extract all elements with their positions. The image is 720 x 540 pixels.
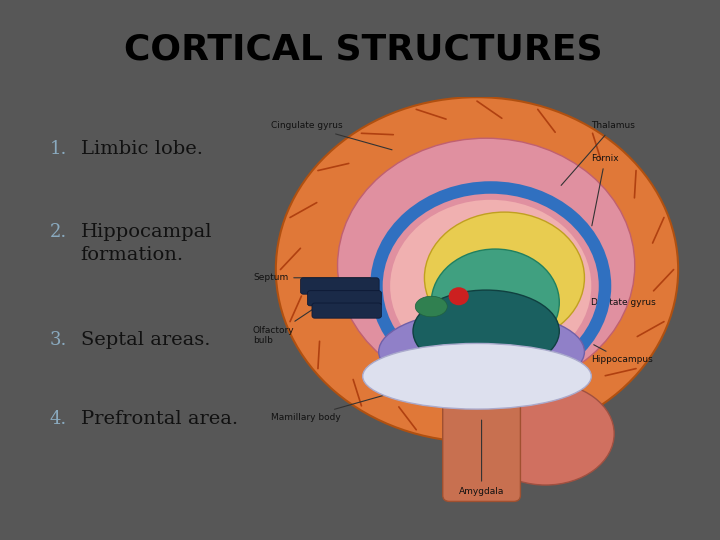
Ellipse shape	[338, 138, 635, 393]
Ellipse shape	[415, 296, 447, 317]
Text: Hippocampal
formation.: Hippocampal formation.	[81, 223, 212, 264]
Text: 2.: 2.	[50, 223, 67, 241]
Text: Thalamus: Thalamus	[561, 122, 635, 185]
Ellipse shape	[413, 290, 559, 372]
Text: Septal areas.: Septal areas.	[81, 330, 210, 349]
Text: Prefrontal area.: Prefrontal area.	[81, 410, 238, 428]
Text: 3.: 3.	[50, 330, 67, 349]
Text: Limbic lobe.: Limbic lobe.	[81, 140, 202, 158]
Text: Amygdala: Amygdala	[459, 420, 504, 496]
Text: Septum: Septum	[253, 273, 374, 282]
Text: 1.: 1.	[50, 140, 67, 158]
Text: Hippocampus: Hippocampus	[591, 345, 653, 364]
Text: 4.: 4.	[50, 410, 67, 428]
Ellipse shape	[424, 212, 585, 343]
FancyBboxPatch shape	[443, 399, 521, 502]
Ellipse shape	[431, 249, 559, 356]
Text: Olfactory
bulb: Olfactory bulb	[253, 308, 315, 345]
Text: Fornix: Fornix	[591, 154, 619, 226]
Ellipse shape	[477, 382, 614, 485]
Circle shape	[449, 287, 469, 305]
FancyBboxPatch shape	[307, 291, 382, 306]
Ellipse shape	[363, 343, 591, 409]
FancyBboxPatch shape	[312, 303, 382, 318]
Ellipse shape	[379, 310, 585, 393]
Text: CORTICAL STRUCTURES: CORTICAL STRUCTURES	[125, 33, 603, 67]
Text: Dentate gyrus: Dentate gyrus	[580, 298, 656, 307]
Ellipse shape	[390, 200, 591, 372]
FancyBboxPatch shape	[300, 278, 379, 294]
Text: Cingulate gyrus: Cingulate gyrus	[271, 122, 392, 150]
Text: Mamillary body: Mamillary body	[271, 385, 420, 422]
Ellipse shape	[276, 97, 678, 442]
